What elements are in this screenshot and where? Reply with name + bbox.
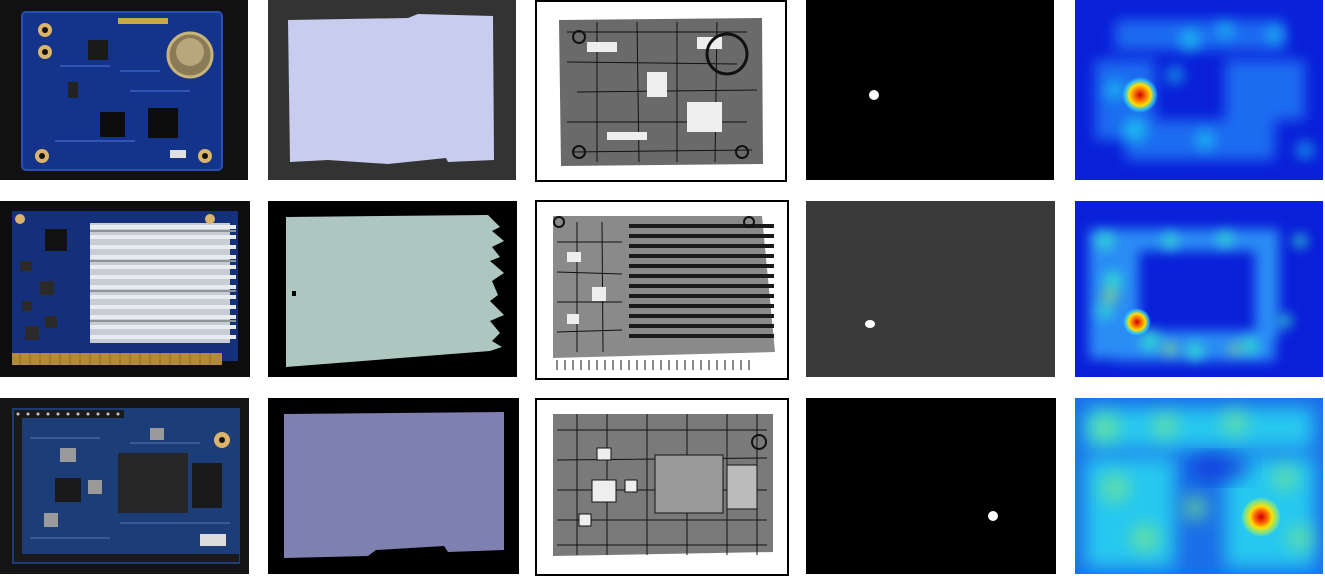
row1-defect-mask	[806, 0, 1054, 180]
row3-edge-map	[535, 398, 789, 576]
row2-photo	[0, 201, 250, 377]
row1-photo	[0, 0, 248, 180]
row2-defect-mask	[806, 201, 1055, 377]
row1-heatmap	[1075, 0, 1323, 180]
row3-photo	[0, 398, 249, 574]
row2-edge-map	[535, 200, 789, 380]
row1-edge-map	[535, 0, 787, 182]
row1-segmentation-mask	[268, 0, 516, 180]
row3-heatmap	[1075, 398, 1323, 574]
row2-heatmap	[1075, 201, 1323, 377]
row3-defect-mask	[806, 398, 1056, 574]
row3-segmentation-mask	[268, 398, 519, 574]
row2-segmentation-mask	[268, 201, 517, 377]
